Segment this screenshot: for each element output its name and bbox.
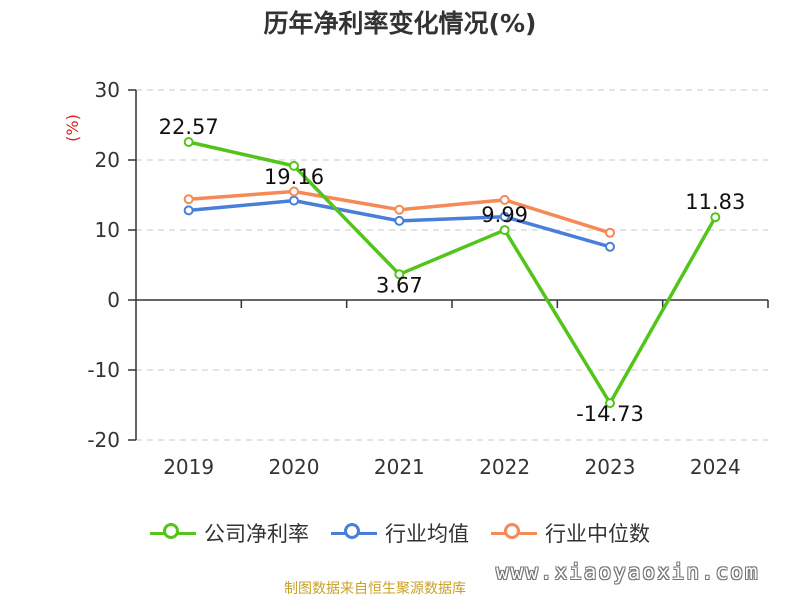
data-label: 11.83 — [685, 190, 745, 214]
legend-swatch — [491, 522, 537, 544]
watermark: www.xiaoyaoxin.com — [496, 560, 760, 584]
data-point — [394, 204, 405, 215]
data-point — [183, 194, 194, 205]
y-tick-label: 30 — [95, 78, 120, 102]
legend-swatch — [331, 522, 377, 544]
data-point — [289, 186, 299, 197]
series-lines — [183, 137, 721, 409]
legend-label: 公司净利率 — [204, 522, 309, 546]
y-axis-label: (%) — [63, 114, 82, 142]
legend-item[interactable]: 公司净利率 — [150, 518, 309, 548]
data-labels: 22.57 19.16 3.67 9.99 -14.73 11.83 — [159, 115, 746, 426]
data-point — [183, 137, 194, 148]
chart-title: 历年净利率变化情况(%) — [263, 9, 537, 38]
data-label: -14.73 — [576, 402, 644, 426]
legend-item[interactable]: 行业均值 — [331, 518, 469, 548]
y-tick-label: 0 — [107, 288, 120, 312]
x-tick-label: 2020 — [269, 455, 320, 479]
data-label: 19.16 — [264, 165, 324, 189]
data-label: 3.67 — [376, 273, 423, 297]
data-point — [499, 225, 510, 236]
x-tick-label: 2021 — [374, 455, 425, 479]
data-point — [499, 211, 510, 222]
x-tick-label: 2022 — [479, 455, 530, 479]
data-point — [183, 205, 194, 216]
x-tick-label: 2024 — [690, 455, 741, 479]
legend-label: 行业中位数 — [545, 522, 650, 546]
data-label: 22.57 — [159, 115, 219, 139]
data-point — [394, 215, 405, 226]
legend-item[interactable]: 行业中位数 — [491, 518, 650, 548]
data-point — [710, 212, 721, 223]
data-point — [499, 194, 510, 205]
data-point — [605, 241, 615, 252]
data-label: 9.99 — [481, 203, 528, 227]
y-tick-label: 10 — [95, 218, 120, 242]
y-tick-label: -20 — [87, 428, 120, 452]
data-point — [289, 195, 299, 206]
series-line — [188, 140, 717, 405]
data-point — [394, 269, 405, 280]
legend: 公司净利率 行业均值 行业中位数 — [0, 518, 800, 548]
source-note: 制图数据来自恒生聚源数据库 — [284, 581, 466, 597]
y-tick-label: -10 — [87, 358, 120, 382]
x-tick-label: 2019 — [163, 455, 214, 479]
data-point — [605, 398, 615, 409]
grid-lines — [136, 89, 768, 441]
x-tick-label: 2023 — [585, 455, 636, 479]
legend-label: 行业均值 — [385, 522, 469, 546]
data-point — [605, 227, 615, 238]
axes: 30 20 10 0 -10 -20 2019 2020 2021 2022 2023 2024 (%) — [63, 78, 769, 479]
data-point — [289, 160, 299, 171]
legend-swatch — [150, 522, 196, 544]
y-tick-label: 20 — [95, 148, 120, 172]
